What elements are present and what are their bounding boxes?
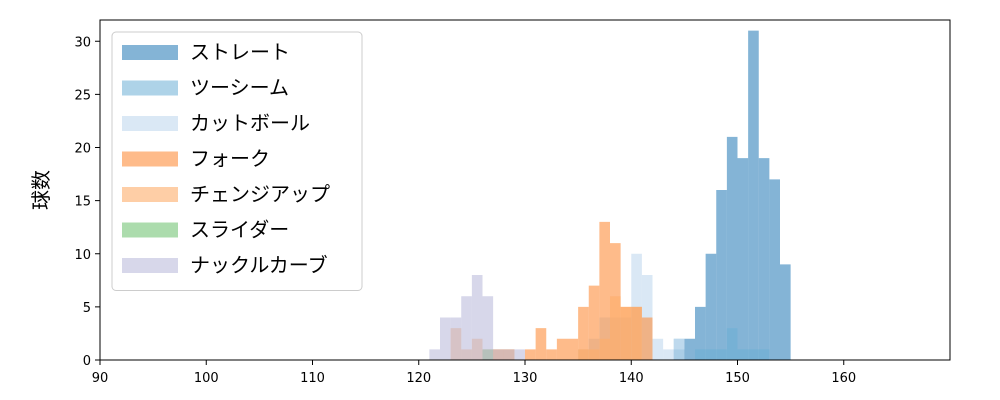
histogram-bar [514,349,525,360]
histogram-bar [726,328,738,360]
histogram-bar [748,30,759,360]
legend-label: カットボール [190,111,310,135]
histogram-bar [578,306,589,360]
y-tick-label: 0 [83,354,91,369]
histogram-bar [631,306,642,360]
y-tick-label: 30 [74,35,91,50]
histogram-bar [567,338,579,360]
histogram-bar [769,179,780,360]
legend-swatch [122,222,178,238]
legend-swatch [122,187,178,202]
y-tick-label: 15 [74,195,91,210]
histogram-bar [758,158,770,360]
histogram-bar [705,349,717,360]
legend-swatch [122,151,178,167]
legend-label: フォーク [190,147,270,171]
legend-label: チェンジアップ [190,182,330,206]
histogram-bar [758,349,770,360]
y-tick-label: 5 [83,301,91,316]
legend-swatch [122,116,178,131]
histogram-bar [588,285,600,360]
histogram-bar [482,296,494,360]
histogram-bar [599,338,610,360]
legend-swatch [122,258,178,273]
histogram-bar [440,317,451,360]
x-tick-label: 130 [513,371,538,386]
x-tick-label: 140 [619,371,644,386]
histogram-bar [663,349,674,360]
histogram-bar [705,253,717,360]
bars-layer [429,30,791,360]
histogram-bar [620,306,632,360]
histogram-bar [684,338,695,360]
histogram-bar [716,349,727,360]
x-tick-label: 90 [92,371,109,386]
histogram-bar [695,349,706,360]
histogram-bar [726,136,738,360]
histogram-bar [610,296,621,360]
legend-label: スライダー [190,218,289,242]
histogram-bar [737,158,749,360]
histogram-bar [695,306,706,360]
x-tick-label: 110 [300,371,325,386]
histogram-bar [535,328,547,360]
legend-label: ナックルカーブ [190,253,328,277]
histogram-bar [737,349,749,360]
histogram-bar [556,338,568,360]
histogram-bar [673,338,685,360]
histogram-bar [493,349,504,360]
histogram-bar [748,349,759,360]
histogram-bar [461,296,472,360]
histogram-bar [641,317,653,360]
x-tick-label: 160 [831,371,856,386]
x-tick-label: 120 [406,371,431,386]
histogram-bar [780,264,791,360]
histogram-bar [450,317,462,360]
y-tick-label: 20 [74,142,91,157]
x-axis: 90 100 110 120 130 140 150 160 [92,360,856,386]
y-tick-label: 25 [74,88,91,103]
histogram-bar [652,338,664,360]
x-tick-label: 150 [725,371,750,386]
histogram-bar [599,221,610,360]
histogram-bar [471,275,483,360]
histogram-bar [588,349,600,360]
legend-swatch [122,45,178,60]
histogram-bar [525,349,536,360]
histogram-bar [546,349,557,360]
x-tick-label: 100 [194,371,219,386]
legend-swatch [122,80,178,96]
y-axis: 0 5 10 15 20 25 30 [74,35,100,369]
histogram-bar [578,349,589,360]
histogram-bar [716,190,727,360]
legend-label: ストレート [190,40,290,64]
histogram-bar [503,349,515,360]
legend-label: ツーシーム [190,76,289,100]
y-axis-label: 球数 [29,170,53,210]
y-tick-label: 10 [74,248,91,263]
histogram-bar [429,349,440,360]
